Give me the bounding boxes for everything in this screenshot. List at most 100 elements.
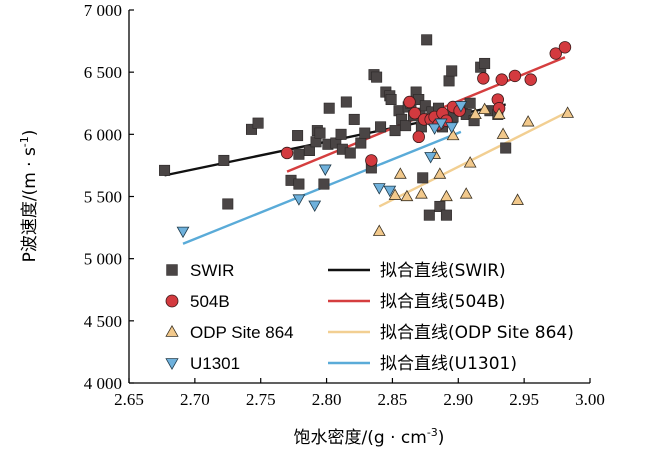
data-point: [159, 164, 171, 176]
data-point: [383, 185, 397, 198]
x-tick-label: 3.00: [575, 390, 605, 409]
data-point: [323, 102, 335, 114]
data-point: [340, 96, 352, 108]
data-point: [375, 121, 387, 133]
data-point: [521, 115, 535, 127]
data-point: [446, 65, 458, 77]
x-tick-label: 2.90: [443, 390, 473, 409]
legend-label: U1301: [190, 354, 240, 373]
data-point: [417, 172, 429, 184]
data-point: [292, 194, 306, 206]
data-point: [393, 167, 407, 179]
data-point: [558, 41, 572, 54]
data-point: [280, 146, 294, 160]
data-point: [495, 73, 508, 86]
legend-label: SWIR: [190, 261, 234, 280]
data-point: [511, 193, 524, 205]
data-point: [434, 200, 446, 212]
data-point: [245, 123, 257, 135]
data-point: [308, 200, 322, 212]
data-point: [372, 183, 386, 195]
data-point: [389, 125, 401, 137]
data-point: [440, 189, 453, 202]
data-point: [403, 95, 416, 109]
data-point: [549, 47, 562, 60]
data-point: [524, 73, 537, 86]
y-tick-label: 6 500: [84, 63, 122, 82]
data-point: [419, 100, 431, 112]
data-point: [388, 188, 402, 200]
data-point: [318, 164, 332, 176]
axes: 2.65 2.70 2.75 2.80 2.85 2.90 2.95 3.00 4 000 4 5…: [84, 1, 605, 409]
data-point: [371, 71, 383, 83]
legend-label: 504B: [190, 292, 230, 311]
data-point: [469, 107, 482, 120]
data-point: [508, 69, 522, 83]
data-point: [415, 187, 428, 199]
y-tick-label: 5 500: [84, 188, 122, 207]
x-tick-label: 2.70: [180, 390, 210, 409]
legend-marker: [165, 358, 179, 371]
data-point: [355, 137, 367, 149]
legend-marker: [165, 324, 179, 337]
data-point: [440, 209, 452, 221]
data-point: [443, 75, 455, 87]
data-point: [176, 226, 190, 239]
legend-label: 拟合直线(U1301): [380, 354, 517, 374]
x-tick-label: 2.80: [312, 390, 342, 409]
data-point: [400, 189, 414, 202]
data-point: [434, 118, 448, 130]
data-point: [424, 152, 438, 164]
data-point: [252, 117, 264, 129]
data-point: [372, 224, 386, 236]
data-point: [335, 128, 347, 140]
data-point: [423, 209, 435, 221]
data-point: [428, 123, 441, 135]
legend-marker: [165, 294, 179, 308]
legend-label: 拟合直线(SWIR): [380, 261, 506, 281]
fit-line: [378, 110, 569, 208]
data-point: [459, 187, 473, 199]
data-point: [385, 94, 397, 106]
x-tick-label: 2.75: [246, 390, 276, 409]
x-axis-title: 饱水密度/(g · cm-3): [294, 426, 445, 448]
data-point: [359, 127, 371, 139]
data-point: [314, 127, 326, 139]
data-points: [159, 34, 575, 239]
data-point: [454, 101, 468, 113]
x-tick-label: 2.95: [509, 390, 539, 409]
legend-marker: [166, 264, 178, 276]
y-tick-label: 4 500: [84, 312, 122, 331]
y-tick-label: 4 000: [84, 374, 122, 393]
data-point: [464, 97, 476, 109]
y-tick-label: 6 000: [84, 125, 122, 144]
data-point: [365, 154, 378, 167]
data-point: [421, 34, 433, 46]
data-point: [292, 130, 304, 142]
data-point: [400, 120, 412, 132]
data-point: [348, 113, 360, 125]
data-point: [463, 156, 477, 168]
x-tick-label: 2.85: [378, 390, 408, 409]
data-point: [478, 102, 492, 115]
data-point: [222, 198, 234, 210]
legend-label: ODP Site 864: [190, 323, 294, 342]
data-point: [293, 148, 305, 160]
data-point: [496, 127, 510, 139]
data-point: [433, 167, 447, 179]
data-point: [492, 107, 506, 120]
data-point: [479, 57, 491, 69]
y-axis-title: P波速度/(m · s-1): [18, 130, 40, 263]
y-tick-label: 5 000: [84, 250, 122, 269]
data-point: [303, 144, 315, 156]
data-point: [446, 128, 460, 141]
data-point: [477, 72, 490, 85]
x-tick-label: 2.65: [114, 390, 144, 409]
data-point: [412, 130, 425, 144]
data-point: [344, 147, 356, 159]
legend-label: 拟合直线(504B): [380, 292, 505, 312]
data-point: [293, 178, 305, 190]
data-point: [408, 106, 422, 120]
data-point: [318, 178, 330, 190]
